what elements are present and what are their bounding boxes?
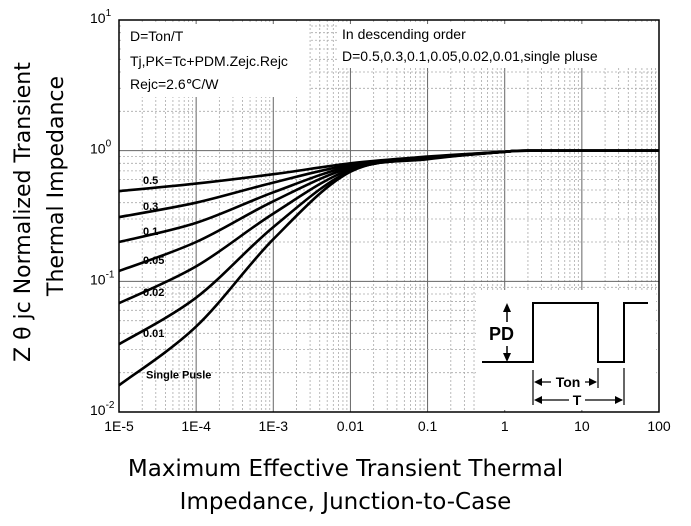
plot-frame [118, 19, 660, 413]
x-axis-label-line-1: Maximum Effective Transient Thermal [127, 456, 564, 482]
series-label: 0.3 [143, 201, 158, 213]
x-tick-label: 0.1 [418, 418, 438, 434]
series-label: 0.1 [143, 226, 158, 238]
series-label: 0.02 [143, 287, 164, 299]
series-label: 0.05 [143, 255, 164, 267]
tick-labels: 1E-5 1E-4 1E-3 0.01 0.1 1 10 100 101 100 10-1 10-2 [90, 8, 671, 434]
x-tick-label: 0.01 [337, 418, 364, 434]
ton-arrow-head-right [589, 378, 597, 386]
ton-arrow-head-left [534, 378, 542, 386]
series-line [118, 149, 660, 387]
y-axis-label-line-1: Z θ jc Normalized Transient [11, 62, 36, 362]
series-label: 0.01 [143, 328, 164, 340]
pulse-inset-bg [476, 290, 656, 410]
pulse-inset: PD Ton T [476, 290, 656, 410]
order-note: In descending order [342, 26, 466, 42]
t-arrow-head-right [615, 396, 623, 404]
series-label: Single Pusle [146, 369, 211, 381]
y-axis-label-line-2: Thermal Impedance [44, 75, 69, 296]
y-tick-label: 101 [90, 8, 112, 26]
ton-label-bg [551, 373, 585, 390]
info-box-right: In descending order D=0.5,0.3,0.1,0.05,0… [337, 24, 657, 68]
x-tick-label: 1 [501, 418, 509, 434]
t-arrow-head-left [534, 396, 542, 404]
y-tick-label: 10-2 [90, 400, 115, 418]
pd-label-bg [488, 322, 518, 346]
ton-label: Ton [556, 374, 581, 390]
series-labels: 0.5 0.3 0.1 0.05 0.02 0.01 Single Pusle [143, 175, 211, 381]
pulse-waveform [482, 302, 648, 363]
x-tick-label: 1E-5 [104, 418, 134, 434]
x-tick-label: 1E-3 [258, 418, 288, 434]
curves [118, 149, 660, 387]
pd-arrow-head-bottom [503, 353, 511, 362]
y-tick-label: 10-1 [90, 269, 115, 287]
series-label: 0.5 [143, 175, 158, 187]
duty-cycle-list: D=0.5,0.3,0.1,0.05,0.02,0.01,single plus… [342, 48, 598, 64]
y-tick-label: 100 [90, 139, 112, 157]
duty-definition: D=Ton/T [130, 28, 184, 44]
info-box-right-bg [337, 24, 657, 68]
x-tick-label: 1E-4 [181, 418, 211, 434]
pd-label: PD [489, 324, 514, 344]
thermal-resistance-value: Rejc=2.6℃/W [130, 76, 219, 92]
pd-arrow-head-top [503, 303, 511, 312]
t-label: T [573, 392, 582, 408]
x-axis-label-line-2: Impedance, Junction-to-Case [179, 489, 512, 515]
t-label-bg [569, 391, 585, 408]
x-tick-label: 100 [647, 418, 671, 434]
peak-temperature-formula: Tj,PK=Tc+PDM.Zejc.Rejc [130, 53, 288, 69]
info-box-left-bg [123, 24, 309, 97]
info-box-left: D=Ton/T Tj,PK=Tc+PDM.Zejc.Rejc Rejc=2.6℃… [123, 24, 309, 97]
x-tick-label: 10 [574, 418, 590, 434]
